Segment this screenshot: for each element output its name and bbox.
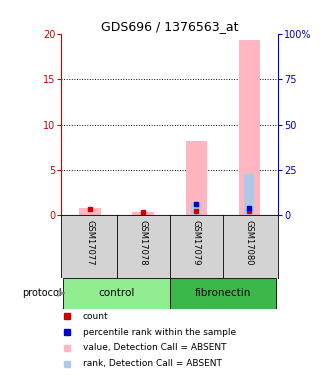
Bar xyxy=(132,211,154,215)
Text: GSM17077: GSM17077 xyxy=(85,220,94,266)
Bar xyxy=(63,278,170,309)
Text: value, Detection Call = ABSENT: value, Detection Call = ABSENT xyxy=(83,344,226,352)
Text: GSM17080: GSM17080 xyxy=(245,220,254,266)
Title: GDS696 / 1376563_at: GDS696 / 1376563_at xyxy=(101,20,238,33)
Bar xyxy=(239,40,260,215)
Text: control: control xyxy=(98,288,135,298)
Text: GSM17078: GSM17078 xyxy=(139,220,148,266)
Text: rank, Detection Call = ABSENT: rank, Detection Call = ABSENT xyxy=(83,359,221,368)
Text: fibronectin: fibronectin xyxy=(195,288,251,298)
Bar xyxy=(186,141,207,215)
Text: count: count xyxy=(83,312,108,321)
Bar xyxy=(244,174,254,215)
Bar xyxy=(79,208,100,215)
Text: percentile rank within the sample: percentile rank within the sample xyxy=(83,328,236,337)
Bar xyxy=(170,278,276,309)
Bar xyxy=(191,202,201,215)
Text: GSM17079: GSM17079 xyxy=(192,220,201,266)
Text: protocol: protocol xyxy=(22,288,62,298)
